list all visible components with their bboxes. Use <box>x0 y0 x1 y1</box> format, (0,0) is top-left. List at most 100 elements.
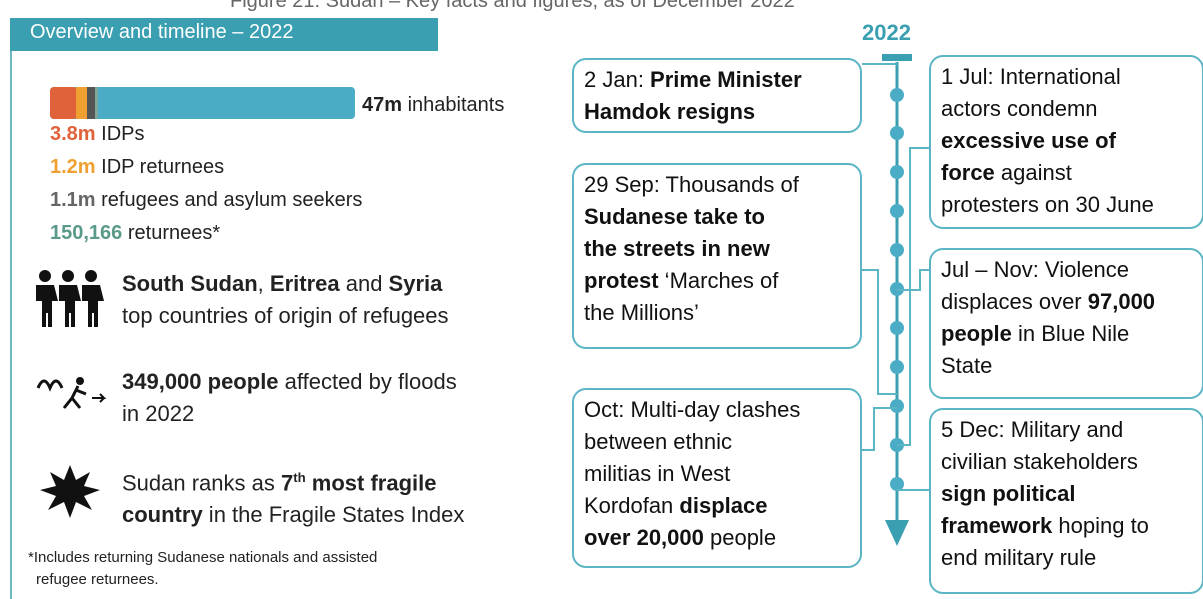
fact: 349,000 people affected by floods in 2022 <box>122 366 457 430</box>
text-run: in 2022 <box>122 401 195 426</box>
fact: 1.2m IDP returnees <box>50 151 224 184</box>
timeline-dots <box>890 88 904 491</box>
text-line: civilian stakeholders <box>941 446 1192 478</box>
text-run: returnees* <box>122 222 221 244</box>
bold-run: th <box>293 470 306 485</box>
text-line: Hamdok resigns <box>584 96 850 128</box>
footnote-line: refugee returnees. <box>36 571 159 588</box>
text-run: IDPs <box>95 123 145 145</box>
text-line: Jul – Nov: Violence <box>941 254 1192 286</box>
text-line: in 2022 <box>122 398 457 430</box>
explosion-icon <box>40 465 100 518</box>
bold-run: South Sudan <box>122 271 258 296</box>
text-run: civilian stakeholders <box>941 449 1138 474</box>
fact: South Sudan, Eritrea and Syria top countr… <box>122 268 449 332</box>
text-line: 29 Sep: Thousands of <box>584 169 850 201</box>
text-run: , <box>257 271 270 296</box>
flood-icon <box>36 377 107 409</box>
population-bar <box>50 87 355 119</box>
text-run: State <box>941 353 993 378</box>
footnote-line: *Includes returning Sudanese nationals a… <box>28 549 378 566</box>
timeline-year: 2022 <box>862 20 911 45</box>
text-line: South Sudan, Eritrea and Syria <box>122 268 449 300</box>
text-line: Sudan ranks as 7th most fragile <box>122 462 464 499</box>
bold-run: over 20,000 <box>584 525 704 550</box>
connectors <box>862 63 929 491</box>
bold-run: displace <box>679 493 768 518</box>
text-line: Kordofan displace <box>584 490 850 522</box>
text-run: end military rule <box>941 545 1097 570</box>
bold-run: 1.1m <box>50 189 96 211</box>
text-line: displaces over 97,000 <box>941 286 1192 318</box>
text-run: Oct: Multi-day clashes <box>584 397 801 422</box>
text-line: 1 Jul: International <box>941 61 1192 93</box>
text-line: force against <box>941 157 1192 189</box>
footnote: *Includes returning Sudanese nationals a… <box>28 547 377 591</box>
text-run: 5 Dec: Military and <box>941 417 1124 442</box>
text-run: actors condemn <box>941 96 1098 121</box>
bold-run: 3.8m <box>50 123 96 145</box>
bold-run: excessive use of <box>941 128 1116 153</box>
text-line: 2 Jan: Prime Minister <box>584 64 850 96</box>
text-line: 47m inhabitants <box>362 89 504 122</box>
text-line: actors condemn <box>941 93 1192 125</box>
text-run: Jul – Nov: Violence <box>941 257 1129 282</box>
text-line: country in the Fragile States Index <box>122 499 464 531</box>
event-box: 1 Jul: International actors condemn excess… <box>929 55 1203 229</box>
bold-run: Hamdok resigns <box>584 99 756 124</box>
fact: 47m inhabitants <box>362 89 504 122</box>
bar-idps <box>50 87 77 119</box>
text-run: refugees and asylum seekers <box>95 189 363 211</box>
text-run: and <box>339 271 389 296</box>
text-run: Kordofan <box>584 493 680 518</box>
text-line: 349,000 people affected by floods <box>122 366 457 398</box>
bold-run: 1.2m <box>50 156 96 178</box>
event-box: 5 Dec: Military and civilian stakeholders… <box>929 408 1203 594</box>
text-line: framework hoping to <box>941 510 1192 542</box>
header-title: Overview and timeline – 2022 <box>30 21 294 43</box>
bold-run: country <box>122 502 203 528</box>
people-icon <box>36 270 104 327</box>
fact: Sudan ranks as 7th most fragile country i… <box>122 462 464 531</box>
bold-run: protest <box>584 268 659 293</box>
text-run: hoping to <box>1052 513 1149 538</box>
text-line: top countries of origin of refugees <box>122 300 449 332</box>
event-box: Oct: Multi-day clashes between ethnic mili… <box>572 388 862 568</box>
fact: 1.1m refugees and asylum seekers <box>50 184 362 217</box>
text-line: the streets in new <box>584 233 850 265</box>
text-run: against <box>994 160 1072 185</box>
text-run: ‘Marches of <box>658 268 779 293</box>
text-line: 1.2m IDP returnees <box>50 151 224 184</box>
bold-run: the streets in new <box>584 236 770 261</box>
event-box: Jul – Nov: Violence displaces over 97,000… <box>929 248 1203 399</box>
text-run: militias in West <box>584 461 731 486</box>
text-line: people in Blue Nile <box>941 318 1192 350</box>
timeline-cap <box>882 54 912 61</box>
text-line: protest ‘Marches of <box>584 265 850 297</box>
text-line: protesters on 30 June <box>941 189 1192 221</box>
bold-run: people <box>941 321 1012 346</box>
text-run: protesters on 30 June <box>941 192 1154 217</box>
bold-run: Eritrea <box>269 271 340 296</box>
bold-run: 97,000 <box>1087 289 1156 314</box>
text-line: sign political <box>941 478 1192 510</box>
text-run: people <box>703 525 777 550</box>
bold-run: 150,166 <box>50 222 123 244</box>
text-run: in the Fragile States Index <box>202 502 465 528</box>
fact: 3.8m IDPs <box>50 118 145 151</box>
text-run: inhabitants <box>402 94 505 116</box>
bold-run: framework <box>941 513 1053 538</box>
text-run: in Blue Nile <box>1011 321 1130 346</box>
bar-idp-returnees <box>76 87 87 119</box>
timeline-arrow <box>885 520 909 546</box>
text-line: Sudanese take to <box>584 201 850 233</box>
text-run: 2 Jan: <box>584 67 651 92</box>
bar-refugees <box>87 87 95 119</box>
text-line: 5 Dec: Military and <box>941 414 1192 446</box>
text-line: over 20,000 people <box>584 522 850 554</box>
bold-run: Prime Minister <box>650 67 802 92</box>
event-box: 2 Jan: Prime Minister Hamdok resigns <box>572 58 862 133</box>
text-run: 1 Jul: International <box>941 64 1121 89</box>
fact: 150,166 returnees* <box>50 217 220 250</box>
